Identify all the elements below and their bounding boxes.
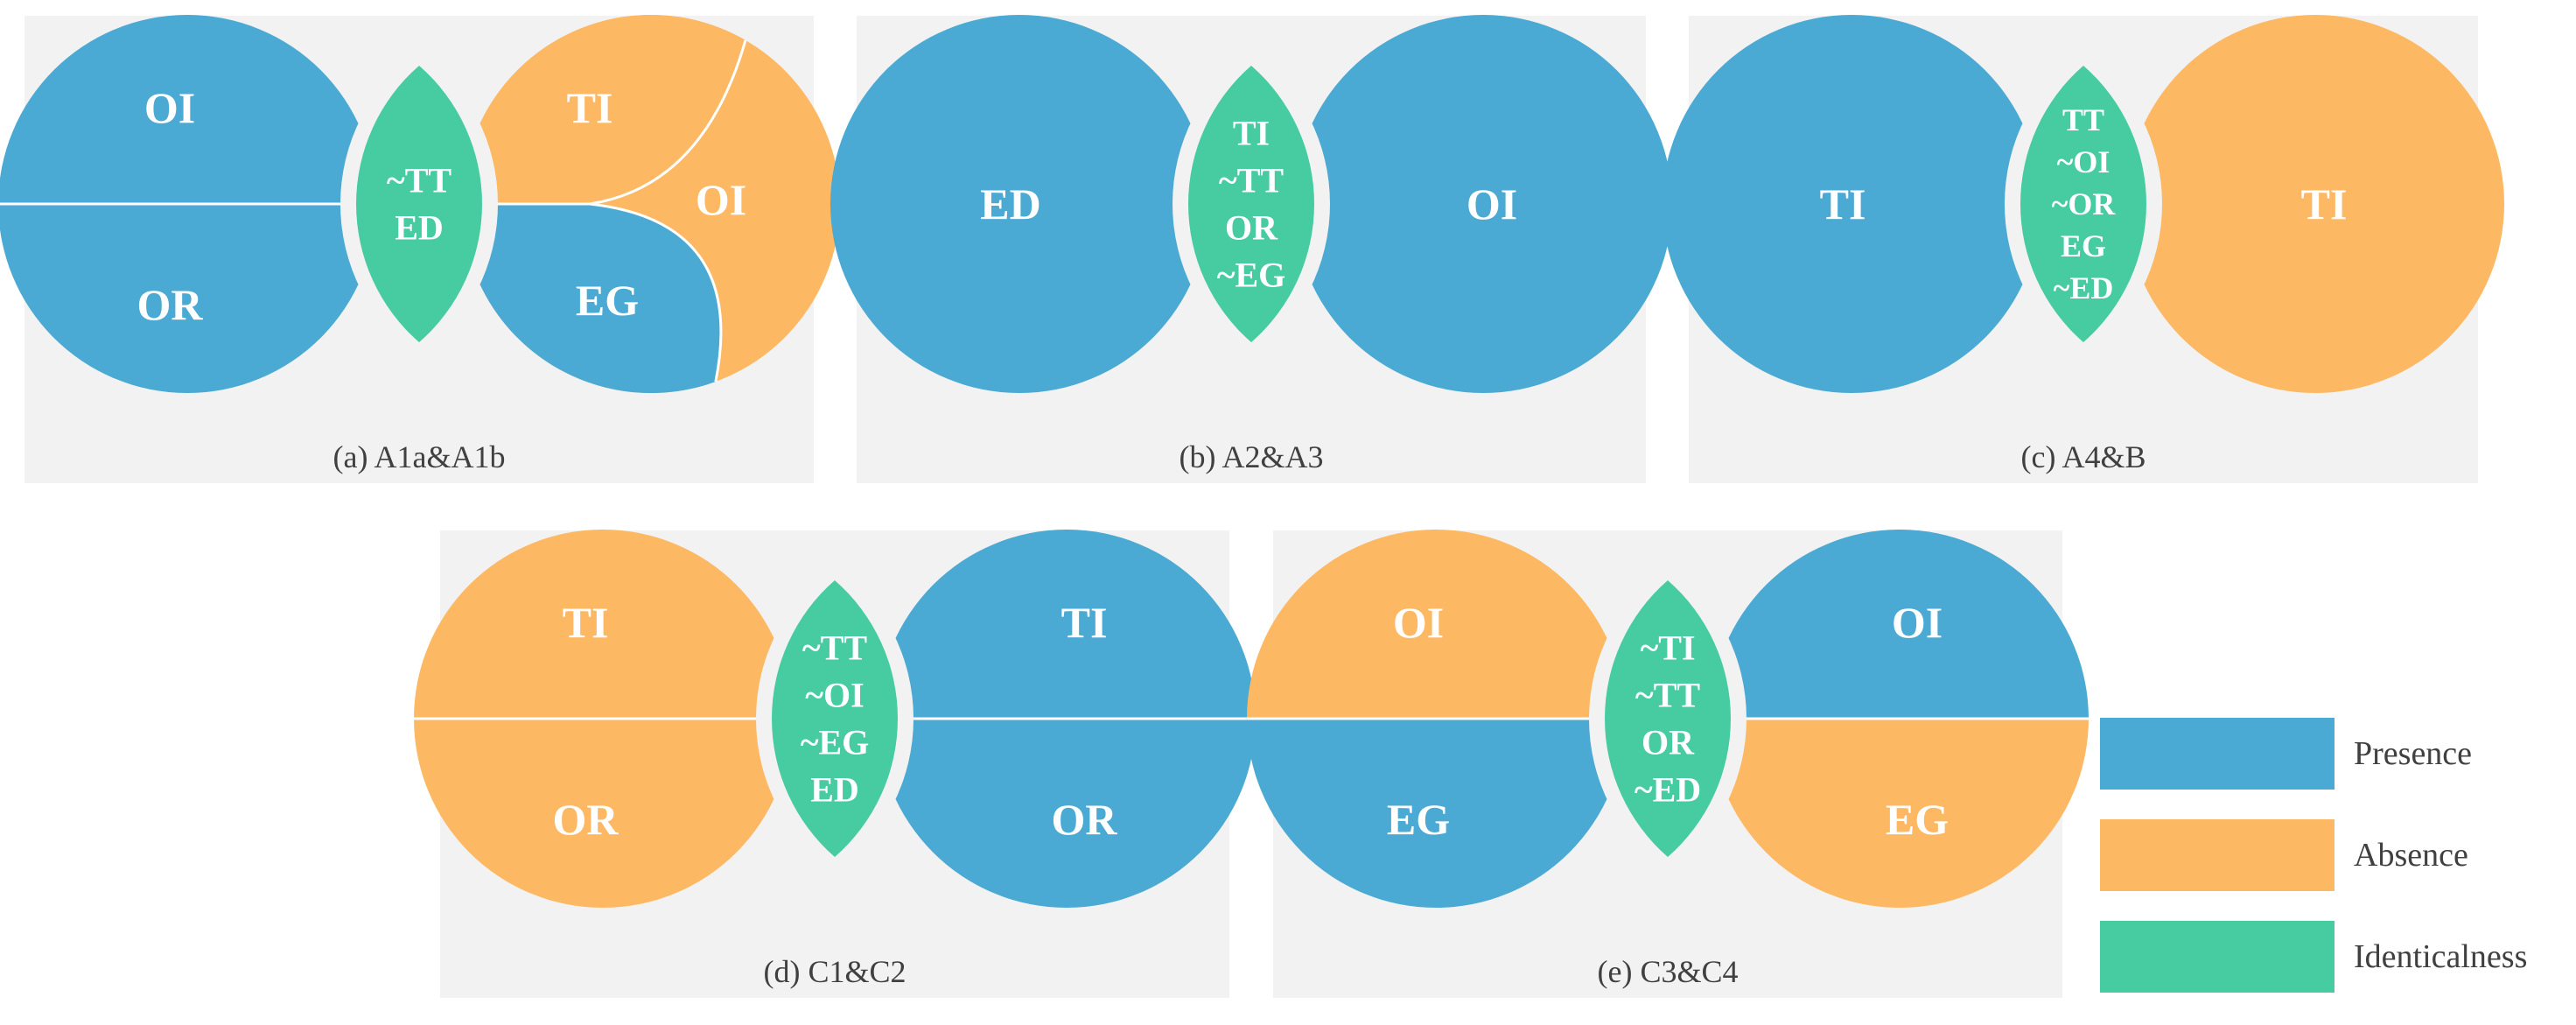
lens-condition-label: ~TT [387,161,452,200]
right-bottom-segment [1711,719,2089,908]
left-top-segment [0,15,376,204]
right-middle-label: OI [696,175,746,224]
right-bottom-label: EG [576,276,639,325]
right-circle [1294,15,1672,393]
lens-condition-label: ~OI [805,676,864,715]
identicalness-lens [356,66,482,342]
panel-caption: (c) A4&B [2021,439,2146,474]
right-segment-top [462,14,746,205]
left-top-label: TI [563,598,609,647]
lens-condition-label: ~EG [1217,256,1286,295]
left-bottom-label: EG [1387,795,1450,844]
lens-condition-label: ~ED [1634,770,1701,810]
identicalness-lens [2020,66,2146,342]
lens-condition-label: ~TT [1219,161,1284,200]
lens-condition-label: EG [2061,228,2106,263]
left-circle [1662,15,2040,393]
left-circle-label: ED [980,179,1040,228]
right-top-segment [878,530,1256,719]
lens-condition-label: ~TT [1635,676,1700,715]
lens-condition-label: ~ED [2054,270,2114,305]
right-bottom-label: OR [1052,795,1118,844]
panel-caption: (d) C1&C2 [763,954,906,989]
identicalness-lens [1188,66,1314,342]
panel-b: ED OI TI ~TT OR ~EG (b) A2&A3 [830,15,1672,483]
legend-label: Identicalness [2354,938,2527,975]
right-bottom-label: EG [1886,795,1949,844]
segment-divider [589,39,747,206]
right-top-segment [1711,530,2089,719]
identicalness-lens [1605,580,1731,857]
lens-condition-label: ~OR [2052,186,2117,221]
legend-label: Absence [2354,837,2468,874]
panel-e: OI EG OI EG ~TI ~TT OR ~ED (e) C3&C4 [1247,530,2089,998]
legend-swatch [2100,819,2334,891]
right-circle-label: TI [2301,179,2348,228]
right-circle-label: OI [1466,179,1517,228]
lens-condition-label: OR [1225,208,1278,248]
lens-condition-label: ED [810,770,859,810]
left-circle [830,15,1208,393]
left-top-segment [414,530,792,719]
left-bottom-segment [414,719,792,908]
left-top-segment [1247,530,1625,719]
legend-swatch [2100,718,2334,790]
legend: Presence Absence Identicalness [2100,718,2527,993]
panel-caption: (e) C3&C4 [1598,954,1739,989]
left-bottom-label: OR [553,795,620,844]
lens-condition-label: TI [1233,114,1270,153]
lens-condition-label: ~EG [801,723,870,762]
panel-d: TI OR TI OR ~TT ~OI ~EG ED (d) C1&C2 [414,530,1256,998]
lens-condition-label: ~TI [1640,628,1695,668]
segment-divider [589,202,723,383]
panel-caption: (b) A2&A3 [1180,439,1324,474]
left-bottom-label: OR [137,280,204,329]
left-top-label: OI [144,83,195,132]
lens-condition-label: ED [395,208,444,248]
left-bottom-segment [1247,719,1625,908]
right-top-label: TI [567,83,613,132]
legend-label: Presence [2354,735,2472,772]
right-top-label: OI [1892,598,1942,647]
right-segment-bottom [461,204,721,394]
identicalness-lens [772,580,898,857]
left-bottom-segment [0,204,376,393]
left-circle-label: TI [1820,179,1866,228]
right-circle [2126,15,2504,393]
legend-swatch [2100,921,2334,993]
lens-condition-label: ~TT [802,628,867,668]
panel-a: OI OR TI OI EG ~TT ED (a) A1a&A1b [0,14,840,483]
lens-condition-label: OR [1642,723,1695,762]
right-bottom-segment [878,719,1256,908]
panel-caption: (a) A1a&A1b [333,439,506,474]
left-top-label: OI [1393,598,1444,647]
lens-condition-label: ~OI [2057,144,2110,179]
panel-c: TI TI TT ~OI ~OR EG ~ED (c) A4&B [1662,15,2504,483]
lens-condition-label: TT [2062,102,2104,137]
right-top-label: TI [1061,598,1108,647]
